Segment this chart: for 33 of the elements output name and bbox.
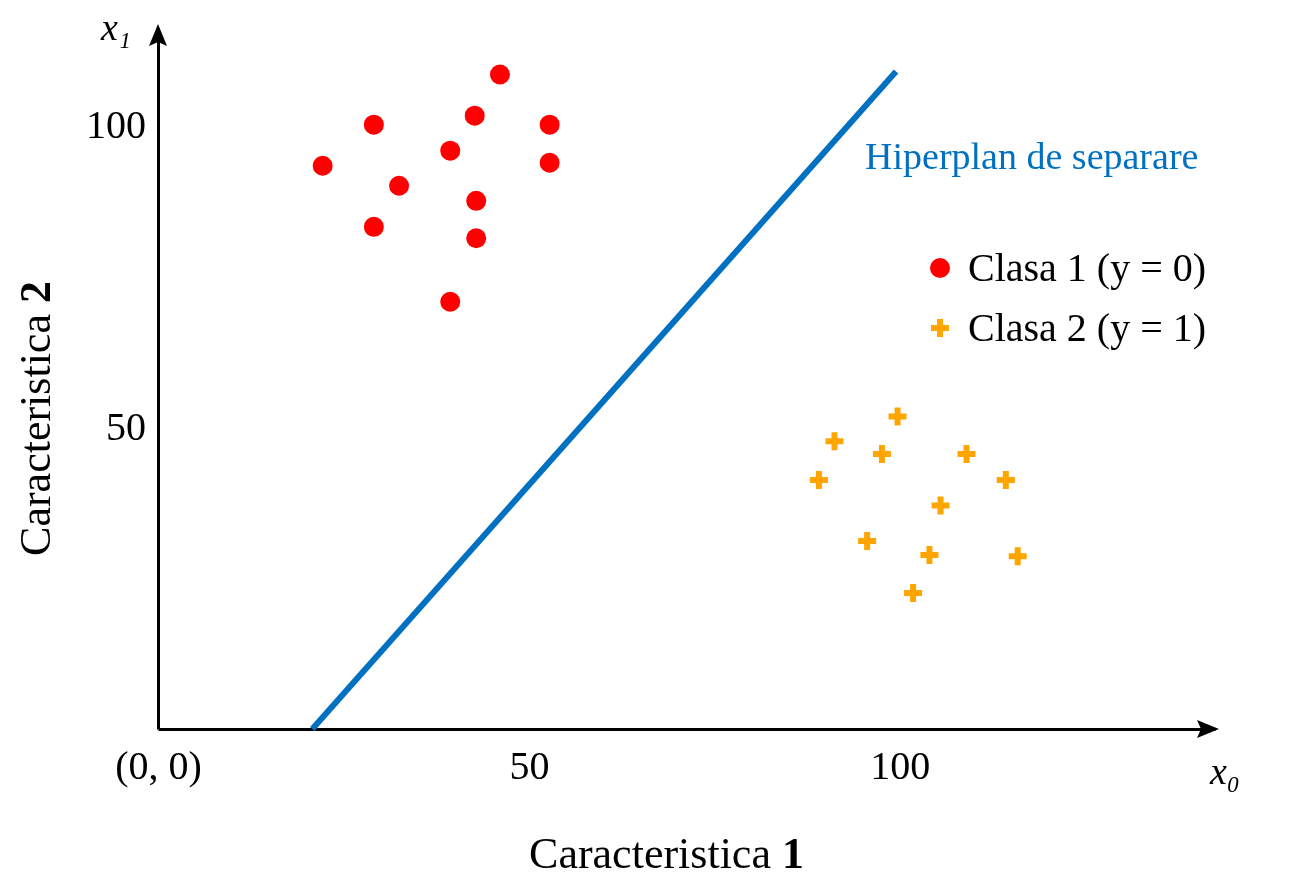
point: [931, 496, 950, 515]
point: [996, 471, 1015, 490]
point: [466, 190, 487, 211]
legend-label: Clasa 1 (y = 0): [968, 245, 1207, 290]
point: [489, 64, 510, 85]
point: [539, 114, 560, 135]
text: x₁: [99, 6, 132, 48]
point: [904, 584, 923, 603]
point: [809, 471, 828, 490]
series-label: Hiperplan de separare: [865, 134, 1199, 177]
point: [466, 228, 487, 249]
point: [957, 445, 976, 464]
text: x₀: [1208, 750, 1241, 792]
point: [363, 114, 384, 135]
point: [1008, 547, 1027, 566]
x-tick-label: 100: [870, 743, 931, 789]
point: [312, 155, 333, 176]
point: [440, 140, 461, 161]
point: [389, 175, 410, 196]
x-tick-label: 50: [509, 743, 550, 789]
point: [464, 105, 485, 126]
point: [888, 407, 907, 426]
point: [825, 432, 844, 451]
y-axis-title: Caracteristica 2: [11, 281, 60, 556]
point: [920, 545, 939, 564]
point: [872, 445, 891, 464]
point: [440, 291, 461, 312]
point: [539, 152, 560, 173]
x-tick-label: (0, 0): [115, 743, 202, 789]
point: [363, 216, 384, 237]
legend-label: Clasa 2 (y = 1): [968, 305, 1207, 350]
point: [858, 532, 877, 551]
x-axis-title: Caracteristica 1: [529, 829, 804, 872]
